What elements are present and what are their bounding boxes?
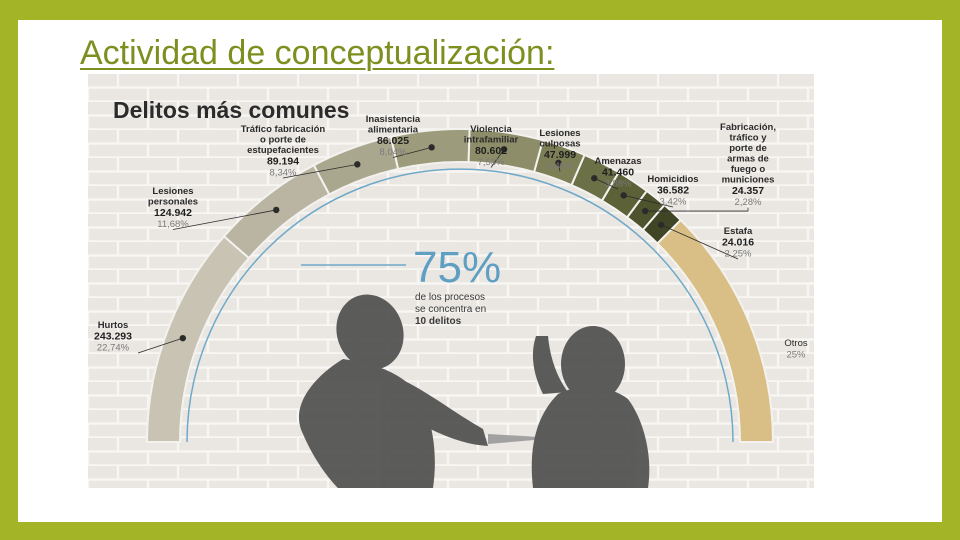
- segment-label-6-line-1: Lesiones: [539, 128, 580, 139]
- segment-percent-7: 3,88%: [605, 179, 632, 190]
- segment-label-3-line-1: Tráfico fabricación: [241, 124, 326, 135]
- segment-label-5-line-2: intrafamiliar: [464, 135, 519, 146]
- segment-percent-3: 8,34%: [270, 168, 297, 179]
- segment-label-9-line-2: tráfico y: [730, 133, 768, 144]
- arc-segment-11: [656, 218, 775, 443]
- arc-chart: Hurtos243.29322,74%Lesionespersonales124…: [88, 74, 814, 488]
- segment-count-2: 124.942: [154, 207, 192, 219]
- segment-label-4-line-1: Inasistencia: [366, 114, 421, 125]
- left-figure-head: [336, 294, 404, 370]
- center-caption-line-3: 10 delitos: [415, 316, 462, 327]
- segment-label-4-line-2: alimentaria: [368, 125, 419, 136]
- inner-guide-arc: [186, 168, 734, 443]
- segment-marker-1: [179, 334, 187, 342]
- segment-count-7: 41.460: [602, 167, 634, 179]
- leader-line-7: [594, 177, 619, 190]
- right-figure-arm: [532, 336, 568, 394]
- right-figure-body: [531, 387, 650, 488]
- segment-label-9-line-3: porte de: [729, 143, 766, 154]
- leader-line-6: [558, 162, 561, 172]
- segment-label-9-line-5: fuego o: [731, 164, 765, 175]
- segment-marker-7: [591, 175, 598, 182]
- segment-count-4: 86.025: [377, 135, 409, 147]
- leader-lines: [137, 144, 749, 354]
- segment-percent-1: 22,74%: [97, 343, 130, 354]
- segment-percent-8: 3,42%: [660, 197, 687, 208]
- leader-line-3: [282, 163, 358, 179]
- segment-label-1-line-1: Hurtos: [98, 320, 129, 331]
- segment-label-6-line-2: culposas: [539, 139, 580, 150]
- center-caption-line-2: se concentra en: [415, 304, 486, 315]
- leader-line-5: [490, 149, 505, 168]
- leader-line-8: [623, 194, 674, 208]
- segment-label-2-line-1: Lesiones: [152, 186, 193, 197]
- segment-label-9-line-1: Fabricación,: [720, 122, 776, 133]
- slide-title: Actividad de conceptualización:: [80, 34, 555, 72]
- center-value: 75%: [413, 243, 501, 292]
- segment-count-10: 24.016: [722, 237, 754, 249]
- segment-percent-10: 2,25%: [725, 249, 752, 260]
- segment-labels: Hurtos243.29322,74%Lesionespersonales124…: [94, 114, 808, 361]
- leader-line-4: [392, 146, 432, 158]
- segment-label-9-line-4: armas de: [727, 154, 769, 165]
- segment-percent-2: 11,68%: [157, 219, 189, 230]
- infographic: Hurtos 243.293 22,74% Lesiones personales 124…: [88, 74, 814, 488]
- segment-percent-9: 2,28%: [735, 197, 762, 208]
- segment-label-2-line-2: personales: [148, 197, 198, 208]
- leader-line-1: [137, 337, 183, 354]
- segment-count-9: 24.357: [732, 185, 764, 197]
- segment-count-8: 36.582: [657, 185, 689, 197]
- segment-count-1: 243.293: [94, 331, 132, 343]
- segment-count-5: 80.602: [475, 145, 507, 157]
- leader-line-10: [660, 224, 739, 260]
- segment-percent-6: 4,49%: [547, 161, 574, 172]
- segment-label-8-line-1: Homicidios: [647, 174, 698, 185]
- center-caption-line-1: de los procesos: [415, 292, 485, 303]
- segment-count-3: 89.194: [267, 156, 299, 168]
- silhouette-figures: [298, 294, 650, 488]
- segment-marker-6: [555, 159, 562, 167]
- left-figure-arm: [388, 374, 488, 446]
- knife-icon: [488, 434, 558, 444]
- leader-line-2: [172, 209, 277, 230]
- segment-label-5-line-1: Violencia: [470, 124, 512, 135]
- segment-label-11-line-1: Otros: [784, 338, 807, 349]
- segment-label-9-line-6: municiones: [722, 175, 775, 186]
- segment-percent-11: 25%: [786, 350, 806, 361]
- segment-percent-4: 8,04%: [380, 147, 407, 158]
- leader-line-9: [645, 207, 749, 212]
- segment-label-3-line-3: estupefacientes: [247, 145, 319, 156]
- segment-label-7-line-1: Amenazas: [595, 156, 642, 167]
- segment-percent-5: 7,53%: [478, 157, 505, 168]
- segment-count-6: 47.999: [544, 149, 576, 161]
- chart-title: Delitos más comunes: [113, 97, 349, 123]
- segment-label-10-line-1: Estafa: [724, 226, 753, 237]
- segment-label-3-line-2: o porte de: [260, 135, 306, 146]
- right-figure-head: [561, 326, 625, 402]
